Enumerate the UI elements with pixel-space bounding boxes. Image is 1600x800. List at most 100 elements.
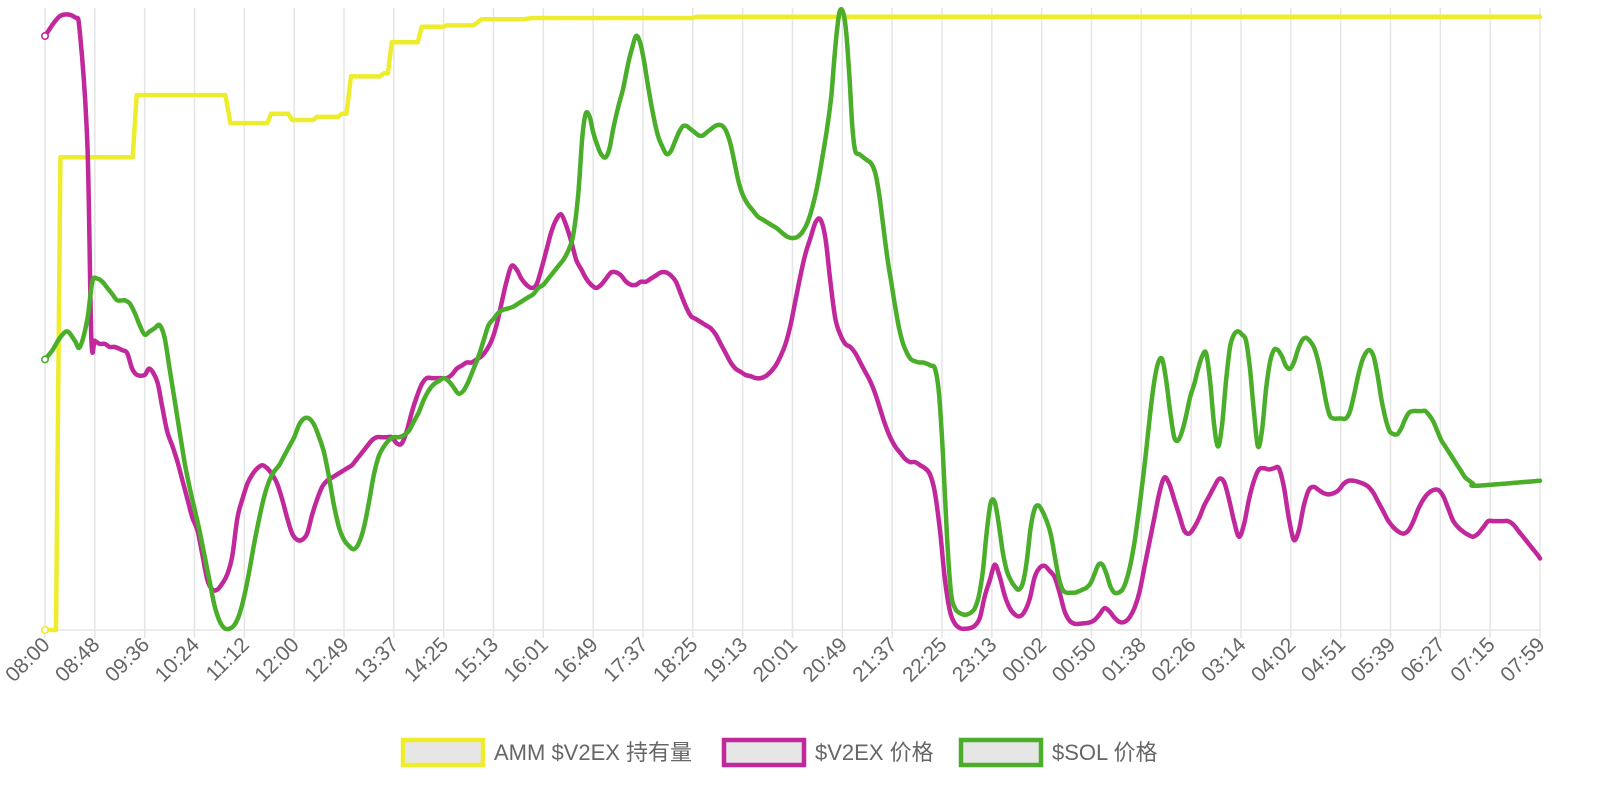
data-point xyxy=(587,114,592,119)
data-point xyxy=(419,24,424,29)
data-point xyxy=(1306,487,1311,492)
data-point xyxy=(341,537,346,542)
data-point xyxy=(768,369,773,374)
data-point xyxy=(252,540,257,545)
data-point xyxy=(544,248,549,253)
data-point xyxy=(1009,14,1014,19)
data-point xyxy=(972,623,977,628)
data-point xyxy=(1299,338,1304,343)
data-point xyxy=(1296,14,1301,19)
data-point xyxy=(483,17,488,22)
data-point xyxy=(541,282,546,287)
data-point xyxy=(630,46,635,51)
data-point xyxy=(881,223,886,228)
data-point xyxy=(312,422,317,427)
data-point xyxy=(775,226,780,231)
data-point xyxy=(740,192,745,197)
data-point xyxy=(1343,416,1348,421)
data-point xyxy=(165,428,170,433)
data-point xyxy=(1511,522,1516,527)
data-point xyxy=(275,481,280,486)
data-point xyxy=(219,93,224,98)
legend[interactable]: AMM $V2EX 持有量 $V2EX 价格 $SOL 价格 xyxy=(400,737,1158,768)
data-point xyxy=(765,220,770,225)
data-point xyxy=(476,354,481,359)
data-point xyxy=(1080,587,1085,592)
data-point xyxy=(955,14,960,19)
data-point xyxy=(1072,590,1077,595)
data-point xyxy=(668,149,673,154)
legend-item-sol-price[interactable]: $SOL 价格 xyxy=(958,737,1158,768)
data-point xyxy=(175,460,180,465)
data-point xyxy=(821,14,826,19)
legend-item-amm-v2ex-holdings[interactable]: AMM $V2EX 持有量 xyxy=(400,737,692,768)
data-point xyxy=(385,71,390,76)
data-point xyxy=(1281,484,1286,489)
data-point xyxy=(815,183,820,188)
data-point xyxy=(1355,376,1360,381)
data-point xyxy=(848,344,853,349)
data-point xyxy=(376,453,381,458)
data-point xyxy=(1387,428,1392,433)
data-point xyxy=(1056,575,1061,580)
data-point xyxy=(773,363,778,368)
x-tick-label: 12:49 xyxy=(300,633,353,686)
data-point xyxy=(269,111,274,116)
data-point xyxy=(884,14,889,19)
data-point xyxy=(1296,528,1301,533)
data-point xyxy=(580,136,585,141)
data-point xyxy=(1367,348,1372,353)
data-point xyxy=(1092,618,1097,623)
data-point xyxy=(1375,372,1380,377)
data-point xyxy=(889,279,894,284)
data-point xyxy=(436,379,441,384)
series-sol-price xyxy=(40,7,1543,632)
data-point xyxy=(1413,14,1418,19)
data-point xyxy=(235,516,240,521)
data-point xyxy=(1331,491,1336,496)
data-point xyxy=(1332,14,1337,19)
data-point xyxy=(471,366,476,371)
data-point xyxy=(1228,344,1233,349)
data-point xyxy=(1012,584,1017,589)
data-point xyxy=(843,341,848,346)
data-point xyxy=(678,292,683,297)
data-point xyxy=(732,161,737,166)
data-point xyxy=(1267,360,1272,365)
data-point xyxy=(185,93,190,98)
data-point xyxy=(1476,531,1481,536)
data-point xyxy=(783,341,788,346)
data-point xyxy=(228,121,233,126)
data-point xyxy=(703,323,708,328)
data-point xyxy=(1404,14,1409,19)
data-point xyxy=(197,528,202,533)
data-point xyxy=(1435,428,1440,433)
data-point xyxy=(1396,529,1401,534)
data-point xyxy=(780,231,785,236)
data-point xyxy=(1458,14,1463,19)
data-point xyxy=(716,122,721,127)
data-point xyxy=(496,310,501,315)
data-point xyxy=(115,298,120,303)
data-point xyxy=(1126,14,1131,19)
data-point xyxy=(1252,410,1257,415)
data-point xyxy=(1212,484,1217,489)
data-point xyxy=(1040,509,1045,514)
data-point xyxy=(964,612,969,617)
data-point xyxy=(1164,379,1169,384)
data-point xyxy=(1443,444,1448,449)
x-tick-label: 20:49 xyxy=(798,633,851,686)
data-point xyxy=(631,15,636,20)
data-point xyxy=(991,14,996,19)
data-point xyxy=(134,93,139,98)
data-point xyxy=(65,329,70,334)
data-point xyxy=(868,379,873,384)
legend-item-v2ex-price[interactable]: $V2EX 价格 xyxy=(721,737,934,768)
data-point xyxy=(1347,410,1352,415)
data-point xyxy=(1441,494,1446,499)
data-point xyxy=(838,332,843,337)
data-point xyxy=(988,500,993,505)
data-point xyxy=(943,578,948,583)
data-point xyxy=(297,422,302,427)
data-point xyxy=(1232,332,1237,337)
